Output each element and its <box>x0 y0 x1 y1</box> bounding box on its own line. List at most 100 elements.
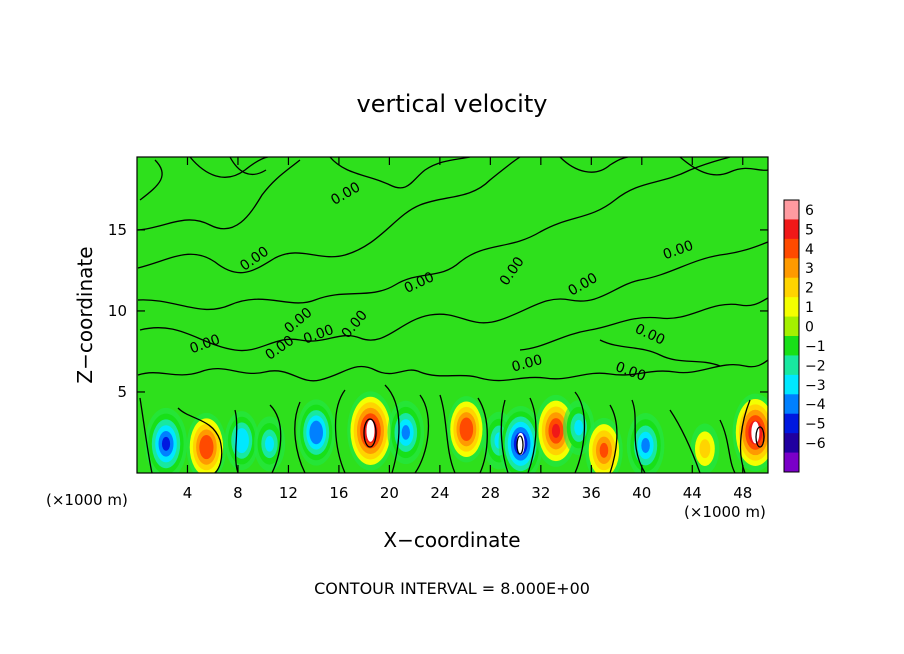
y-tick-label: 10 <box>108 302 127 320</box>
contour-line <box>329 157 471 189</box>
contour-line <box>234 409 239 473</box>
velocity-field <box>145 391 768 473</box>
x-tick-label: 4 <box>183 484 193 502</box>
contour-line <box>500 399 509 473</box>
contour-line <box>137 157 521 274</box>
colorbar-swatch <box>784 355 799 376</box>
x-axis: 4 8 12 16 20 24 28 32 36 40 44 48 <box>183 157 752 502</box>
contour-loop <box>755 426 765 448</box>
contour-line <box>189 157 269 178</box>
colorbar-tick-label: 4 <box>805 242 814 258</box>
plot-area: 0.000.000.00 0.00 0.000.000.000.000.000.00… <box>136 156 769 474</box>
colorbar-tick-label: −6 <box>805 436 826 452</box>
contour-line <box>477 397 488 473</box>
downdraft-cell <box>224 411 259 471</box>
contour-line <box>137 359 768 382</box>
contour-line <box>177 407 223 473</box>
plot-frame <box>136 156 769 474</box>
contour-interval-note: CONTOUR INTERVAL = 8.000E+00 <box>314 579 590 598</box>
y-axis: 5 10 15 <box>108 221 768 401</box>
velocity-level <box>599 442 609 458</box>
contour-line <box>669 409 701 473</box>
colorbar-frame <box>783 199 800 473</box>
contour-line <box>679 157 768 176</box>
velocity-level <box>161 436 171 451</box>
updraft-cell <box>690 423 720 473</box>
x-tick-label: 24 <box>430 484 449 502</box>
colorbar: 6 5 4 3 2 1 0 −1 −2 −3 −4 −5 −6 <box>783 199 826 473</box>
x-axis-label: X−coordinate <box>383 528 520 552</box>
contour-line <box>384 384 400 473</box>
velocity-peak <box>366 419 375 442</box>
x-tick-label: 16 <box>329 484 348 502</box>
x-unit-right: (×1000 m) <box>684 503 766 521</box>
contour-line <box>139 241 768 352</box>
x-tick-label: 36 <box>582 484 601 502</box>
contour-loop <box>363 418 377 448</box>
colorbar-swatch <box>784 336 799 356</box>
updraft-cell <box>732 393 768 472</box>
colorbar-tick-label: 5 <box>805 222 814 238</box>
contour-line <box>229 157 267 175</box>
colorbar-tick-label: −5 <box>805 417 826 433</box>
contour-line <box>139 397 153 473</box>
updraft-cell <box>347 391 394 471</box>
colorbar-swatch <box>784 413 799 434</box>
colorbar-swatch <box>784 374 799 395</box>
colorbar-tick-label: 3 <box>805 261 814 277</box>
colorbar-swatch <box>784 200 799 220</box>
contour-line <box>269 404 282 473</box>
chart-title: vertical velocity <box>357 90 548 118</box>
velocity-level <box>641 437 650 453</box>
updraft-cell <box>186 412 227 473</box>
y-axis-label: Z−coordinate <box>73 246 97 383</box>
contour-line <box>137 157 731 311</box>
colorbar-tick-label: −3 <box>805 378 826 394</box>
y-tick-label: 15 <box>108 221 127 239</box>
x-tick-label: 8 <box>233 484 243 502</box>
colorbar-swatch <box>784 394 799 415</box>
x-tick-label: 20 <box>380 484 399 502</box>
contour-line <box>599 339 721 367</box>
x-tick-label: 48 <box>733 484 752 502</box>
downdraft-cell <box>498 406 543 473</box>
velocity-level <box>551 423 561 438</box>
contour-line <box>414 394 430 473</box>
colorbar-tick-label: −2 <box>805 358 826 374</box>
contour-line <box>519 297 768 351</box>
colorbar-tick-label: −4 <box>805 397 826 413</box>
downdraft-cell <box>145 407 188 473</box>
velocity-level <box>462 422 471 436</box>
colorbar-swatch <box>784 219 799 240</box>
colorbar-swatch <box>784 238 799 259</box>
contour-line <box>631 399 646 473</box>
velocity-level <box>202 440 211 454</box>
colorbar-swatch <box>784 316 799 337</box>
velocity-level <box>574 419 584 436</box>
contour-line <box>527 397 537 473</box>
x-unit-left: (×1000 m) <box>46 491 128 509</box>
contour-line <box>139 159 163 201</box>
contour-line <box>439 394 456 473</box>
colorbar-swatch <box>784 277 799 298</box>
velocity-level <box>401 425 411 440</box>
contour-line <box>574 391 586 473</box>
colorbar-swatch <box>784 258 799 279</box>
contour-lines <box>137 157 768 473</box>
colorbar-swatch <box>784 433 799 454</box>
x-tick-label: 28 <box>481 484 500 502</box>
colorbar-tick-label: 6 <box>805 203 814 219</box>
x-tick-label: 12 <box>279 484 298 502</box>
contour-line <box>719 419 736 473</box>
colorbar-swatch <box>784 452 799 473</box>
colorbar-tick-label: −1 <box>805 339 826 355</box>
velocity-level <box>312 426 320 439</box>
contour-label: 0.00 <box>510 352 544 376</box>
velocity-level <box>237 433 246 448</box>
updraft-cell <box>447 396 486 463</box>
colorbar-tick-label: 2 <box>805 281 814 297</box>
contour-loop <box>516 435 524 455</box>
x-tick-label: 44 <box>683 484 702 502</box>
downdraft-cell <box>387 400 425 465</box>
contour-line <box>609 404 618 473</box>
